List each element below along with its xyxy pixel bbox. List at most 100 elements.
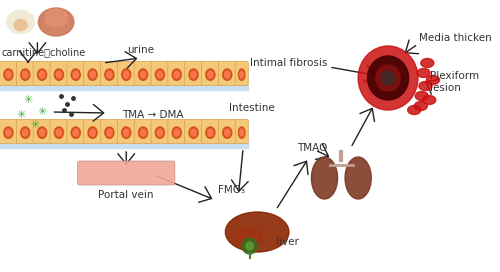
- Ellipse shape: [408, 106, 421, 115]
- Ellipse shape: [189, 127, 198, 138]
- FancyBboxPatch shape: [134, 61, 152, 85]
- Ellipse shape: [140, 129, 145, 136]
- Ellipse shape: [224, 72, 230, 78]
- FancyBboxPatch shape: [16, 119, 34, 144]
- FancyBboxPatch shape: [218, 119, 236, 144]
- Text: Intimal fibrosis: Intimal fibrosis: [250, 58, 328, 68]
- Text: carnitine、choline: carnitine、choline: [2, 47, 86, 57]
- Ellipse shape: [73, 129, 78, 136]
- Ellipse shape: [191, 129, 196, 136]
- Ellipse shape: [122, 69, 131, 81]
- FancyBboxPatch shape: [184, 61, 202, 85]
- Ellipse shape: [414, 101, 428, 110]
- Ellipse shape: [122, 127, 131, 138]
- Ellipse shape: [4, 127, 13, 138]
- Ellipse shape: [71, 127, 81, 138]
- Ellipse shape: [174, 129, 180, 136]
- Ellipse shape: [415, 91, 428, 100]
- Ellipse shape: [208, 129, 213, 136]
- FancyBboxPatch shape: [78, 161, 175, 185]
- Ellipse shape: [124, 72, 129, 78]
- FancyBboxPatch shape: [168, 119, 186, 144]
- Ellipse shape: [426, 76, 440, 85]
- Ellipse shape: [189, 69, 198, 81]
- Ellipse shape: [158, 72, 162, 78]
- FancyBboxPatch shape: [100, 61, 118, 85]
- Circle shape: [376, 65, 400, 91]
- FancyBboxPatch shape: [151, 119, 169, 144]
- Ellipse shape: [172, 127, 182, 138]
- Text: TMA → DMA: TMA → DMA: [122, 110, 183, 120]
- Ellipse shape: [417, 69, 430, 78]
- Ellipse shape: [140, 72, 145, 78]
- FancyBboxPatch shape: [33, 61, 51, 85]
- Ellipse shape: [224, 129, 230, 136]
- Ellipse shape: [90, 129, 95, 136]
- Ellipse shape: [226, 212, 289, 252]
- Ellipse shape: [88, 69, 97, 81]
- Ellipse shape: [38, 127, 46, 138]
- Ellipse shape: [421, 58, 434, 67]
- Ellipse shape: [88, 127, 97, 138]
- FancyBboxPatch shape: [118, 119, 135, 144]
- FancyBboxPatch shape: [84, 119, 102, 144]
- FancyBboxPatch shape: [0, 119, 18, 144]
- FancyBboxPatch shape: [67, 61, 84, 85]
- Ellipse shape: [345, 157, 371, 199]
- Ellipse shape: [40, 72, 44, 78]
- Ellipse shape: [6, 10, 34, 34]
- Ellipse shape: [38, 8, 74, 36]
- Text: Plexiform
lesion: Plexiform lesion: [430, 71, 480, 93]
- Ellipse shape: [56, 129, 62, 136]
- Ellipse shape: [105, 69, 114, 81]
- Ellipse shape: [208, 72, 213, 78]
- Ellipse shape: [54, 69, 64, 81]
- Ellipse shape: [6, 129, 11, 136]
- FancyBboxPatch shape: [218, 61, 236, 85]
- Text: urine: urine: [127, 45, 154, 55]
- FancyBboxPatch shape: [168, 61, 186, 85]
- FancyBboxPatch shape: [0, 61, 18, 85]
- FancyBboxPatch shape: [50, 61, 68, 85]
- Ellipse shape: [240, 129, 244, 136]
- Ellipse shape: [124, 129, 129, 136]
- Ellipse shape: [419, 82, 432, 91]
- FancyBboxPatch shape: [16, 61, 34, 85]
- Text: ✳: ✳: [16, 110, 26, 120]
- Ellipse shape: [422, 95, 436, 104]
- Ellipse shape: [174, 72, 180, 78]
- FancyBboxPatch shape: [50, 119, 68, 144]
- FancyBboxPatch shape: [33, 119, 51, 144]
- Text: liver: liver: [276, 237, 298, 247]
- Ellipse shape: [4, 69, 13, 81]
- Ellipse shape: [22, 72, 28, 78]
- Ellipse shape: [45, 9, 68, 27]
- Ellipse shape: [56, 72, 62, 78]
- Ellipse shape: [312, 157, 338, 199]
- Circle shape: [242, 238, 257, 254]
- Text: ✳: ✳: [24, 95, 32, 105]
- Ellipse shape: [206, 69, 215, 81]
- Ellipse shape: [191, 72, 196, 78]
- Circle shape: [368, 56, 408, 100]
- Circle shape: [358, 46, 418, 110]
- FancyBboxPatch shape: [118, 61, 135, 85]
- FancyBboxPatch shape: [84, 61, 102, 85]
- FancyBboxPatch shape: [151, 61, 169, 85]
- Ellipse shape: [54, 127, 64, 138]
- Ellipse shape: [138, 69, 147, 81]
- Ellipse shape: [22, 129, 28, 136]
- Text: Portal vein: Portal vein: [98, 190, 154, 200]
- Ellipse shape: [107, 129, 112, 136]
- Ellipse shape: [90, 72, 95, 78]
- Ellipse shape: [105, 127, 114, 138]
- Text: ✳: ✳: [38, 107, 47, 117]
- FancyBboxPatch shape: [67, 119, 84, 144]
- Ellipse shape: [38, 69, 46, 81]
- Ellipse shape: [107, 72, 112, 78]
- Circle shape: [382, 71, 394, 85]
- FancyBboxPatch shape: [134, 119, 152, 144]
- Ellipse shape: [172, 69, 182, 81]
- FancyBboxPatch shape: [235, 61, 248, 85]
- Text: TMAO: TMAO: [298, 143, 328, 153]
